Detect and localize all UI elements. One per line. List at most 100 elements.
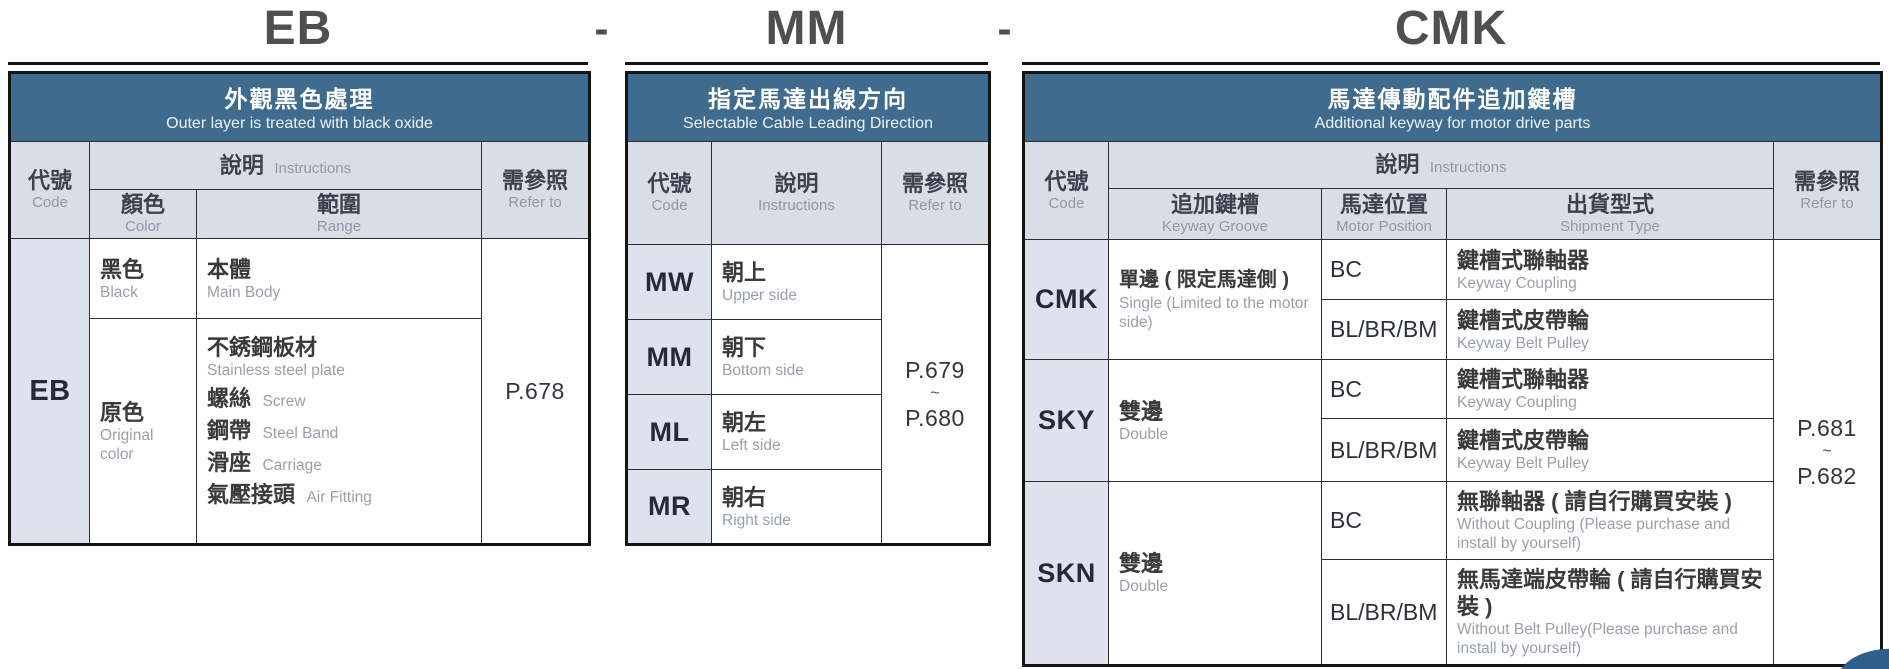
mm-table-title-cell: 指定馬達出線方向 Selectable Cable Leading Direct…	[626, 72, 990, 142]
keyway-en: Double	[1119, 425, 1169, 443]
shipment-en: Keyway Belt Pulley	[1457, 455, 1589, 472]
cmk-table-title-cell: 馬達傳動配件追加鍵槽 Additional keyway for motor d…	[1023, 72, 1882, 142]
eb-black-en: Black	[100, 283, 138, 301]
mm-col-instructions-en: Instructions	[758, 197, 835, 214]
cmk-group-code-skn: SKN	[1023, 481, 1109, 666]
eb-refer-cell: P.678	[480, 238, 591, 545]
mm-row-zh: 朝右	[722, 484, 767, 510]
keyway-zh: 單邊 ( 限定馬達側 )	[1119, 269, 1289, 291]
cmk-col-keyway-zh: 追加鍵槽	[1170, 192, 1259, 217]
keyway-en: Double	[1119, 578, 1169, 595]
eb-col-color-zh: 顏色	[120, 192, 165, 217]
cmk-col-header-refer: 需參照 Refer to	[1773, 141, 1882, 240]
cmk-col-instructions-zh: 說明	[1375, 152, 1420, 177]
mm-refer-to: P.680	[905, 405, 965, 431]
mm-refer-tilde: ~	[930, 385, 940, 402]
cmk-position-cell: BC	[1321, 481, 1447, 560]
range-item-stainless: 不銹鋼板材 Stainless steel plate	[207, 334, 471, 380]
cmk-table-title-en: Additional keyway for motor drive parts	[1314, 114, 1591, 132]
mm-col-code-zh: 代號	[647, 171, 692, 196]
range-item-zh: 鋼帶	[207, 418, 252, 443]
cmk-col-code-zh: 代號	[1044, 168, 1089, 194]
title-separator-dash-1: -	[594, 5, 610, 52]
cmk-col-refer-en: Refer to	[1800, 194, 1854, 212]
cmk-col-position-en: Motor Position	[1336, 218, 1432, 235]
shipment-zh: 鍵槽式聯軸器	[1457, 247, 1590, 273]
cmk-shipment-cell: 鍵槽式皮帶輪 Keyway Belt Pulley	[1446, 418, 1774, 482]
eb-col-header-code: 代號 Code	[9, 141, 90, 239]
eb-table-title-en: Outer layer is treated with black oxide	[166, 114, 433, 132]
cmk-col-header-position: 馬達位置 Motor Position	[1321, 188, 1447, 240]
range-item-en: Screw	[262, 393, 306, 410]
eb-table-title-cell: 外觀黑色處理 Outer layer is treated with black…	[8, 72, 591, 142]
shipment-zh: 鍵槽式皮帶輪	[1457, 428, 1590, 453]
eb-refer-page: P.678	[505, 378, 565, 404]
shipment-zh: 無馬達端皮帶輪 ( 請自行購買安裝 )	[1457, 567, 1763, 619]
mm-col-refer-en: Refer to	[908, 197, 962, 214]
cmk-keyway-cell-skn: 雙邊 Double	[1108, 481, 1322, 666]
shipment-en: Without Coupling (Please purchase and in…	[1457, 516, 1731, 552]
mm-col-header-refer: 需參照 Refer to	[881, 141, 990, 245]
title-underline-mm	[625, 62, 988, 65]
cmk-shipment-cell: 無聯軸器 ( 請自行購買安裝 ) Without Coupling (Pleas…	[1446, 481, 1774, 560]
eb-col-header-range: 範圍 Range	[196, 189, 482, 239]
keyway-zh: 雙邊	[1119, 551, 1164, 576]
cmk-col-header-shipment: 出貨型式 Shipment Type	[1446, 188, 1774, 240]
section-title-cmk: CMK	[1394, 2, 1508, 55]
cmk-keyway-cell-cmk: 單邊 ( 限定馬達側 ) Single (Limited to the moto…	[1108, 239, 1322, 360]
cmk-refer-cell: P.681 ~ P.682	[1773, 239, 1882, 666]
mm-row-right-cell: 朝右 Right side	[711, 469, 882, 545]
range-item-en: Air Fitting	[306, 489, 372, 506]
eb-black-range-en: Main Body	[207, 283, 281, 301]
cmk-position-cell: BL/BR/BM	[1321, 559, 1447, 666]
mm-code-cell-mm: MM	[626, 319, 712, 395]
mm-col-instructions-zh: 說明	[774, 171, 819, 196]
section-title-mm: MM	[765, 2, 848, 55]
cmk-position-cell: BC	[1321, 239, 1447, 300]
mm-row-upper-cell: 朝上 Upper side	[711, 244, 882, 320]
eb-original-en: Original color	[100, 426, 154, 463]
range-item-en: Steel Band	[262, 425, 339, 442]
range-item-zh: 不銹鋼板材	[207, 335, 318, 360]
eb-black-range-zh: 本體	[207, 256, 252, 282]
range-item-zh: 氣壓接頭	[207, 482, 296, 507]
cmk-refer-to: P.682	[1797, 463, 1857, 489]
mm-row-zh: 朝下	[722, 335, 767, 360]
mm-row-zh: 朝上	[722, 260, 767, 285]
cmk-col-position-zh: 馬達位置	[1339, 192, 1428, 217]
mm-col-header-instructions: 說明 Instructions	[711, 141, 882, 245]
range-item-en: Stainless steel plate	[207, 362, 345, 379]
cmk-col-code-en: Code	[1048, 194, 1085, 212]
cmk-position-cell: BL/BR/BM	[1321, 418, 1447, 482]
eb-original-color-cell: 原色 Original color	[89, 318, 197, 545]
cmk-col-refer-zh: 需參照	[1793, 168, 1860, 194]
cmk-refer-tilde: ~	[1822, 443, 1832, 460]
shipment-zh: 鍵槽式聯軸器	[1457, 367, 1590, 392]
eb-col-code-en: Code	[32, 194, 68, 211]
section-title-eb: EB	[263, 2, 333, 55]
mm-col-code-en: Code	[651, 197, 688, 214]
eb-black-range-cell: 本體 Main Body	[196, 238, 482, 319]
mm-row-en: Right side	[722, 511, 791, 529]
cmk-col-keyway-en: Keyway Groove	[1162, 218, 1268, 235]
eb-original-zh: 原色	[100, 399, 145, 425]
cmk-table-title-zh: 馬達傳動配件追加鍵槽	[1327, 85, 1578, 112]
cmk-table: 馬達傳動配件追加鍵槽 Additional keyway for motor d…	[1022, 71, 1883, 667]
shipment-zh: 鍵槽式皮帶輪	[1457, 307, 1590, 333]
cmk-shipment-cell: 鍵槽式皮帶輪 Keyway Belt Pulley	[1446, 299, 1774, 360]
eb-col-refer-zh: 需參照	[502, 168, 569, 193]
eb-col-header-refer: 需參照 Refer to	[480, 141, 591, 239]
shipment-en: Without Belt Pulley(Please purchase and …	[1457, 621, 1738, 657]
shipment-zh: 無聯軸器 ( 請自行購買安裝 )	[1457, 489, 1732, 514]
mm-col-header-code: 代號 Code	[626, 141, 712, 245]
keyway-en: Single (Limited to the motor side)	[1119, 295, 1309, 331]
eb-black-color-cell: 黑色 Black	[89, 238, 197, 319]
title-underline-eb	[8, 62, 588, 65]
mm-code-cell-mr: MR	[626, 469, 712, 545]
mm-code-cell-mw: MW	[626, 244, 712, 320]
eb-table: 外觀黑色處理 Outer layer is treated with black…	[8, 71, 592, 546]
eb-col-color-en: Color	[125, 218, 161, 235]
range-item-screw: 螺絲 Screw	[207, 385, 471, 412]
mm-row-bottom-cell: 朝下 Bottom side	[711, 319, 882, 395]
